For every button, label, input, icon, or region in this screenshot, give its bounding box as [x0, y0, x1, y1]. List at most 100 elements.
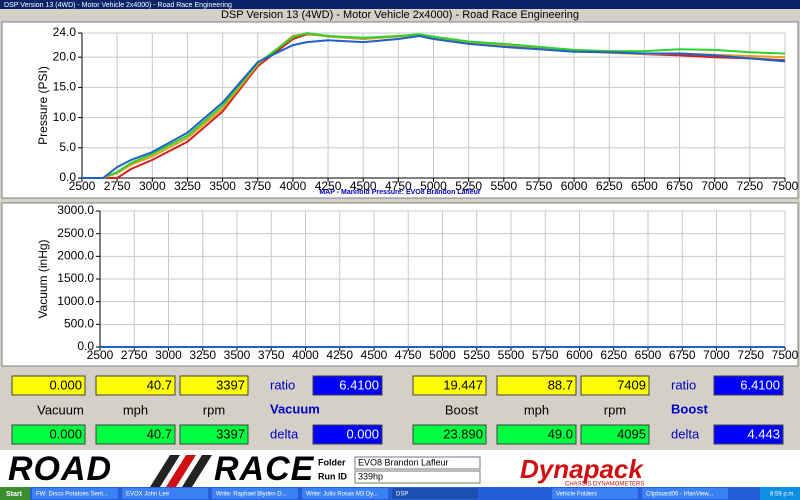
- readout-label: rpm: [604, 402, 626, 417]
- y-tick-label: 1000.0: [57, 294, 94, 308]
- x-tick-label: 6750: [669, 348, 696, 362]
- x-tick-label: 6250: [596, 179, 623, 193]
- x-tick-label: 3250: [189, 348, 216, 362]
- taskbar-item[interactable]: [122, 488, 208, 499]
- readout-box: [412, 424, 487, 445]
- clock: 8:59 p.m.: [770, 492, 795, 498]
- series-line: [82, 31, 786, 179]
- taskbar-item[interactable]: [392, 488, 478, 499]
- x-tick-label: 2750: [121, 348, 148, 362]
- ratio-value: 6.4100: [740, 377, 780, 392]
- logo-stripe: [166, 455, 196, 487]
- taskbar-item[interactable]: [302, 488, 388, 499]
- y-tick-label: 10.0: [53, 110, 77, 124]
- readout-box: [95, 424, 176, 445]
- ratio-box: [713, 375, 784, 396]
- readout-box: [496, 424, 577, 445]
- readout-box: [179, 424, 249, 445]
- readout-box: [412, 375, 487, 396]
- logo-stripe: [150, 455, 180, 487]
- x-tick-label: 3500: [224, 348, 251, 362]
- readout-box: [580, 375, 650, 396]
- window-title: DSP Version 13 (4WD) - Motor Vehicle 2x4…: [4, 2, 232, 9]
- tray: [760, 487, 800, 500]
- readout-box: [95, 375, 176, 396]
- x-tick-label: 2750: [104, 179, 131, 193]
- x-tick-label: 3250: [174, 179, 201, 193]
- x-tick-label: 3750: [244, 179, 271, 193]
- folder-value: EVO8 Brandon Lafleur: [358, 457, 449, 467]
- x-tick-label: 4750: [385, 179, 412, 193]
- taskbar-item-label: Clipboard06 - IrfanView...: [646, 492, 714, 498]
- x-tick-label: 5750: [526, 179, 553, 193]
- y-axis-label: Vacuum (inHg): [36, 239, 50, 318]
- y-axis-label: Pressure (PSI): [36, 66, 50, 145]
- x-tick-label: 3000: [139, 179, 166, 193]
- x-tick-label: 7250: [736, 179, 763, 193]
- series-line: [82, 34, 786, 179]
- taskbar-item[interactable]: [552, 488, 638, 499]
- x-tick-label: 6500: [631, 179, 658, 193]
- y-tick-label: 0.0: [59, 170, 76, 184]
- x-tick-label: 3750: [258, 348, 285, 362]
- readout-value: 7409: [617, 377, 646, 392]
- taskbar-item-label: Write: Raphael Blyden D...: [216, 492, 287, 498]
- start-button[interactable]: [0, 487, 30, 500]
- y-tick-label: 0.0: [77, 339, 94, 353]
- x-tick-label: 6000: [566, 348, 593, 362]
- taskbar-item[interactable]: [32, 488, 118, 499]
- x-tick-label: 4000: [280, 179, 307, 193]
- x-tick-label: 2500: [87, 348, 114, 362]
- chart-title: DSP Version 13 (4WD) - Motor Vehicle 2x4…: [221, 9, 579, 21]
- y-tick-label: 24.0: [53, 25, 77, 39]
- runid-value: 339hp: [358, 471, 383, 481]
- taskbar-item-label: FW: Disco Potatoes Sent...: [36, 492, 108, 498]
- x-tick-label: 5500: [498, 348, 525, 362]
- readout-value: 23.890: [443, 426, 483, 441]
- x-tick-label: 7000: [701, 179, 728, 193]
- readout-value: 4095: [617, 426, 646, 441]
- x-tick-label: 6000: [561, 179, 588, 193]
- taskbar-item-label: EVOX John Lee: [126, 492, 170, 498]
- ratio-box: [312, 375, 383, 396]
- x-tick-label: 6500: [635, 348, 662, 362]
- taskbar-item[interactable]: [212, 488, 298, 499]
- y-tick-label: 500.0: [64, 317, 94, 331]
- x-tick-label: 7000: [703, 348, 730, 362]
- x-tick-label: 3000: [155, 348, 182, 362]
- readout-label: Vacuum: [37, 402, 84, 417]
- runid-label: Run ID: [318, 471, 347, 481]
- taskbar-item[interactable]: [642, 488, 728, 499]
- x-tick-label: 5250: [455, 179, 482, 193]
- x-tick-label: 4000: [292, 348, 319, 362]
- taskbar-item-label: Vehicle Folders: [556, 492, 597, 498]
- y-tick-label: 3000.0: [57, 203, 94, 217]
- readout-label: rpm: [203, 402, 225, 417]
- readout-label: mph: [123, 402, 148, 417]
- readout-value: 19.447: [443, 377, 483, 392]
- y-tick-label: 5.0: [59, 140, 76, 154]
- readout-label: mph: [524, 402, 549, 417]
- chart-panel: [1, 21, 799, 199]
- y-tick-label: 2500.0: [57, 226, 94, 240]
- x-tick-label: 2500: [69, 179, 96, 193]
- mode-label: Boost: [671, 401, 709, 416]
- readout-box: [11, 375, 86, 396]
- x-tick-label: 4250: [326, 348, 353, 362]
- x-tick-label: 5750: [532, 348, 559, 362]
- readout-box: [580, 424, 650, 445]
- ratio-label: ratio: [270, 377, 295, 392]
- readout-value: 88.7: [548, 377, 573, 392]
- readout-value: 3397: [216, 377, 245, 392]
- x-tick-label: 5000: [429, 348, 456, 362]
- taskbar-item-label: DSP: [396, 492, 408, 498]
- readout-box: [11, 424, 86, 445]
- x-tick-label: 4750: [395, 348, 422, 362]
- x-tick-label: 7500: [772, 179, 799, 193]
- x-tick-label: 4500: [361, 348, 388, 362]
- readout-label: Boost: [445, 402, 479, 417]
- x-tick-label: 5250: [463, 348, 490, 362]
- delta-box: [713, 424, 784, 445]
- x-tick-label: 7250: [737, 348, 764, 362]
